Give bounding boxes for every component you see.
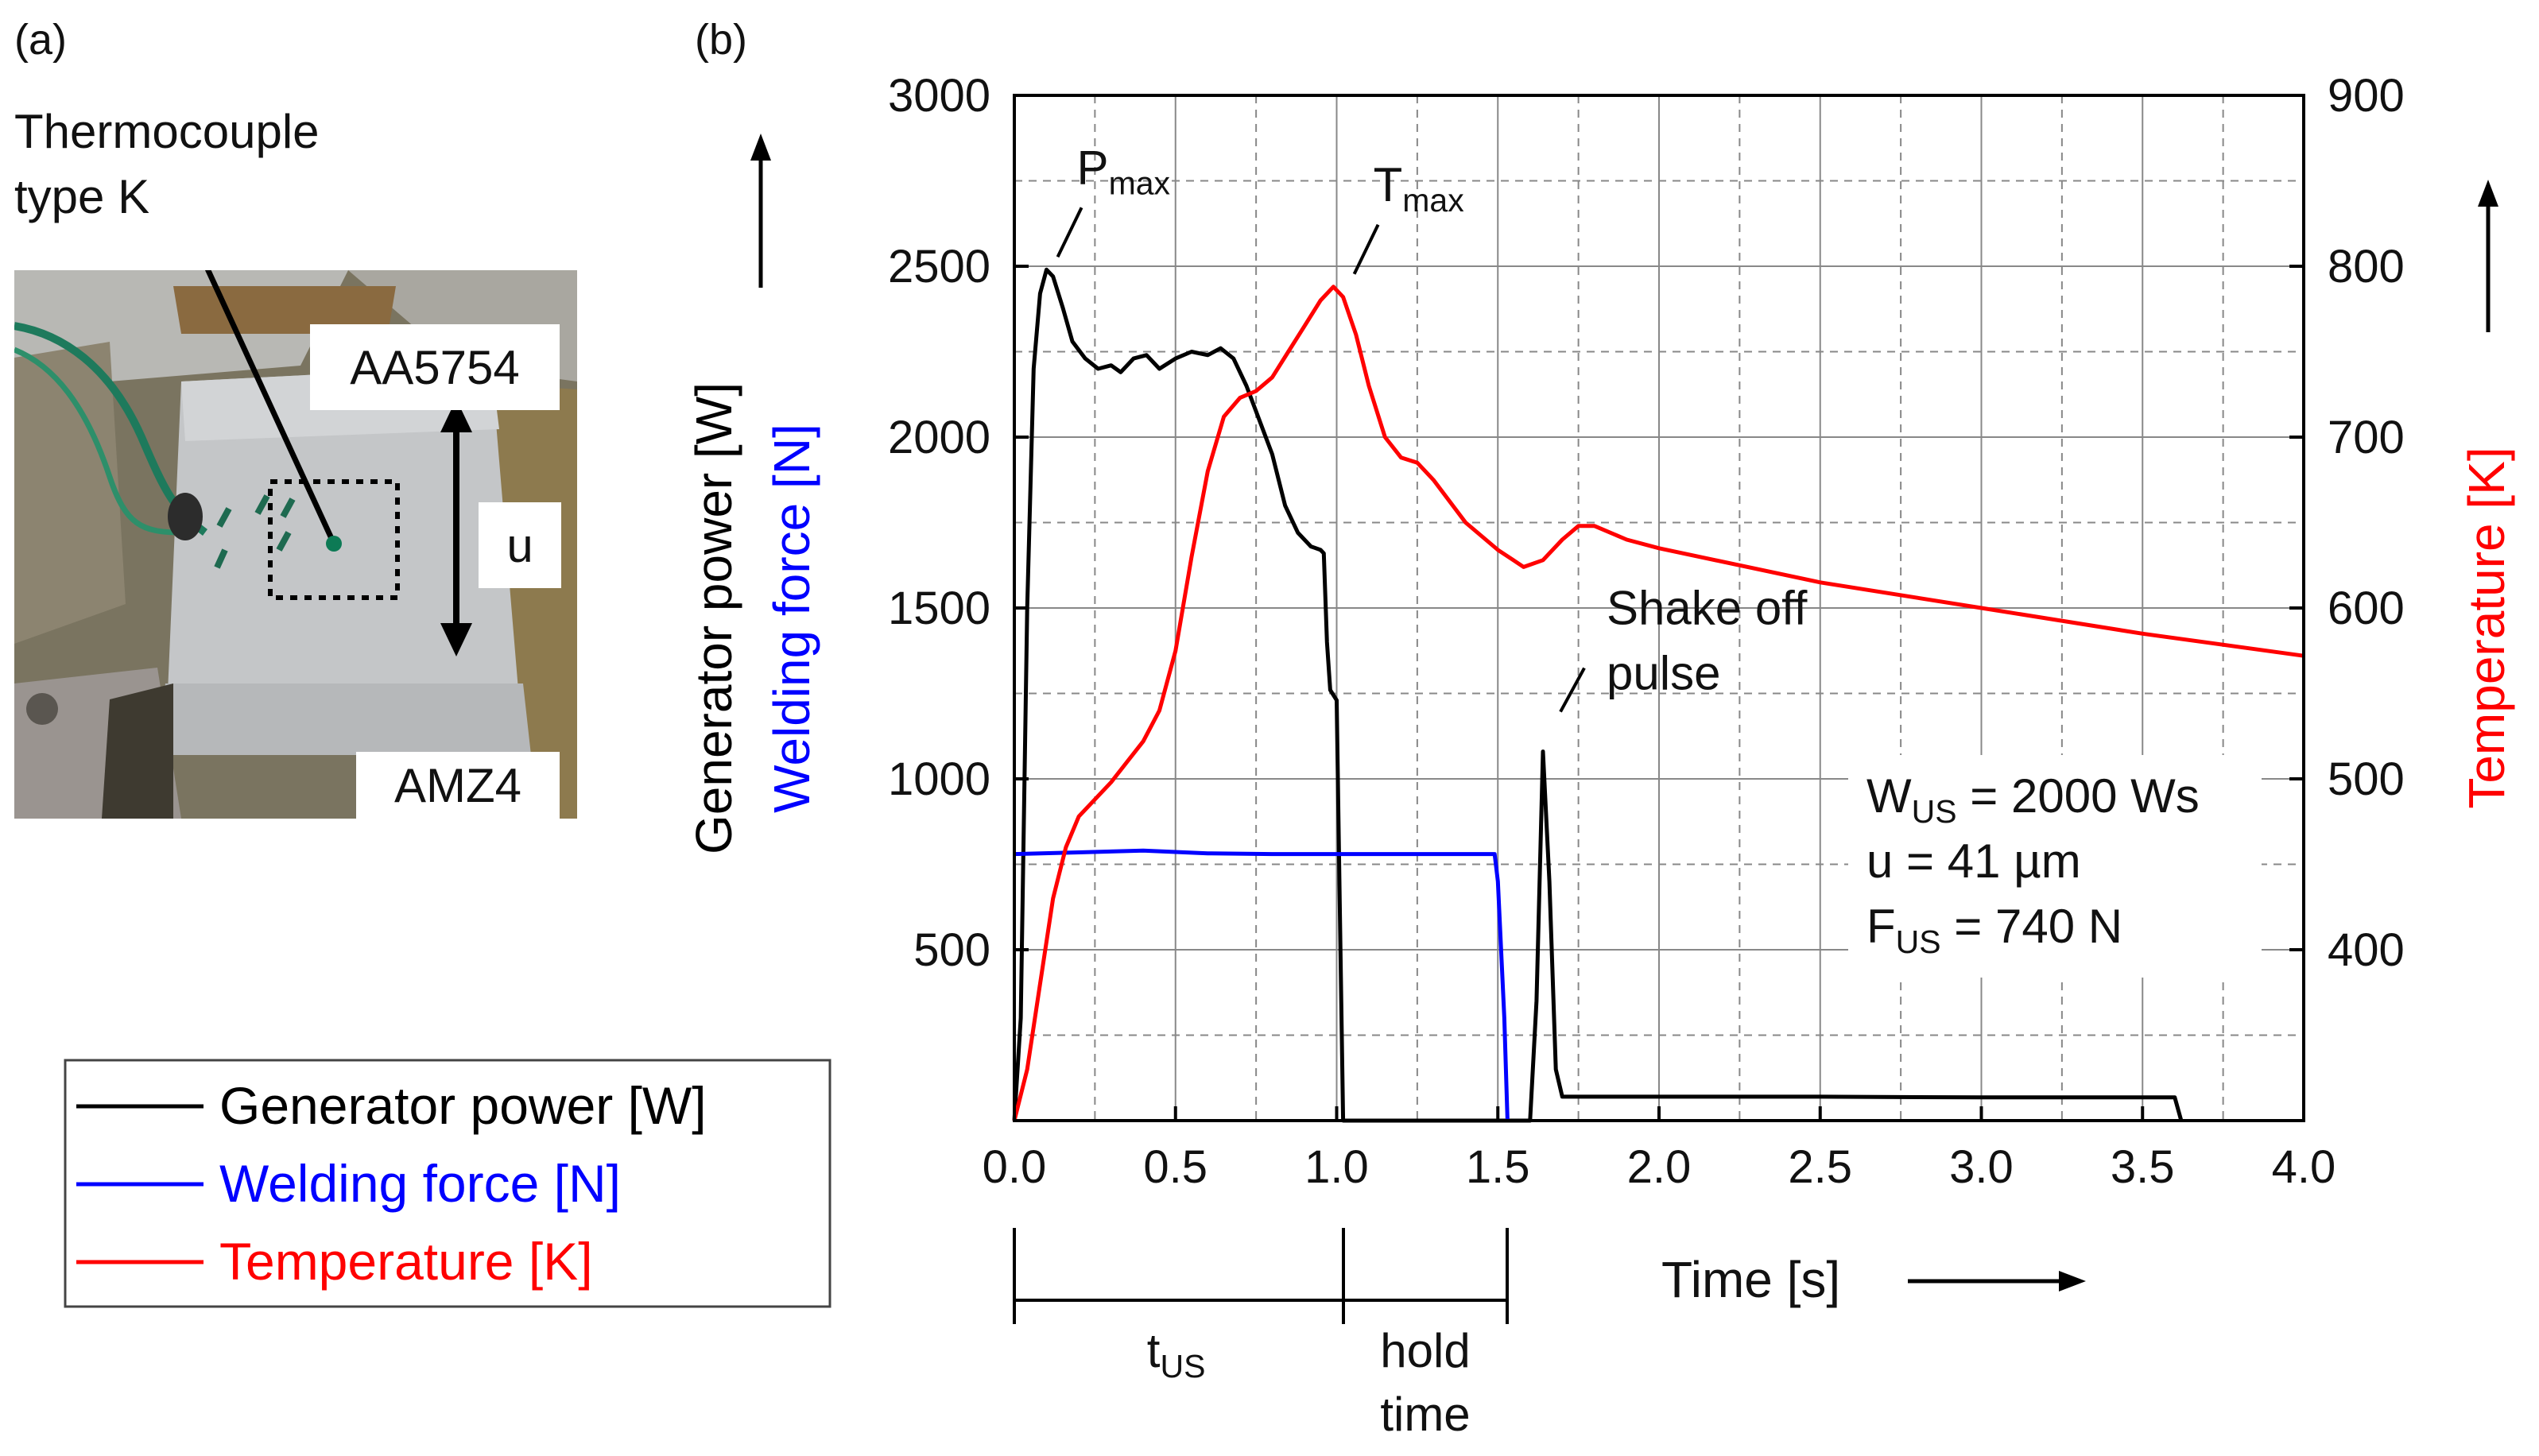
y-left-tick-label: 1500 [888,583,990,634]
x-tick-label: 3.5 [2111,1141,2175,1193]
pmax-leader [1056,207,1083,258]
y-left-tick-label: 1000 [888,753,990,805]
x-axis-title: Time [s] [1661,1251,1840,1308]
panel-a-label: (a) [14,16,67,64]
right-axis-arrow [2478,180,2498,332]
y-right-tick-label: 700 [2328,412,2405,463]
shake-off-label: pulse [1607,647,1720,700]
phase-hold-label: time [1380,1388,1470,1441]
params-box [1848,755,2262,978]
param-line: FUS = 740 N [1866,900,2122,960]
legend-label-temperature: Temperature [K] [219,1232,593,1291]
x-tick-label: 3.0 [1949,1141,2014,1193]
chart-axes: 0.0 0.5 1.0 1.5 2.0 2.5 3.0 3.5 4.0 500 1000 1500 20… [888,70,2405,1193]
y-left-tick-label: 3000 [888,70,990,122]
pmax-label: Pmax [1077,141,1171,201]
phase-brackets: tUS hold time [1013,1228,1509,1441]
x-axis-arrow [1908,1271,2086,1291]
param-line: u = 41 µm [1866,834,2081,888]
y-right-tick-label: 600 [2328,583,2405,634]
y-right-tick-label: 800 [2328,241,2405,292]
legend-label-power: Generator power [W] [219,1076,707,1135]
x-tick-label: 0.0 [983,1141,1047,1193]
y-right-tick-label: 900 [2328,70,2405,122]
series-temperature-line [1012,285,2304,1121]
x-tick-label: 4.0 [2272,1141,2336,1193]
series-force-line [1014,848,1510,1121]
y-right-tick-label: 500 [2328,753,2405,805]
legend-label-force: Welding force [N] [219,1154,621,1213]
label-aa5754: AA5754 [310,324,560,410]
x-tick-label: 1.0 [1304,1141,1369,1193]
param-line: WUS = 2000 Ws [1866,769,2200,830]
tmax-label: Tmax [1374,158,1465,219]
label-amz4: AMZ4 [356,752,560,819]
x-tick-label: 0.5 [1143,1141,1207,1193]
y-right-title: Temperature [K] [2458,447,2515,808]
chart-series [1012,267,2304,1123]
panel-b-label: (b) [695,16,747,64]
y-right-tick-label: 400 [2328,924,2405,976]
x-tick-label: 1.5 [1466,1141,1530,1193]
callout-line-1: Thermocouple [14,105,320,158]
phase-tus-label: tUS [1147,1324,1206,1384]
legend: Generator power [W] Welding force [N] Te… [64,1059,831,1308]
y-left-title-force: Welding force [N] [763,424,820,813]
y-left-tick-label: 2500 [888,241,990,292]
params-text: WUS = 2000 Wsu = 41 µm FUS = 740 N [1866,769,2200,960]
series-power-line [1012,267,2184,1123]
phase-hold-label: hold [1380,1324,1470,1377]
x-tick-label: 2.0 [1627,1141,1692,1193]
shake-off-label: Shake off [1607,582,1808,635]
chart-annotations: Pmax Tmax Shake off pulse [1056,141,1808,713]
y-left-title-power: Generator power [W] [685,382,742,854]
callout-line-2: type K [14,170,149,223]
y-left-tick-label: 2000 [888,412,990,463]
shake-off-leader [1559,667,1586,713]
tmax-leader [1352,223,1380,275]
left-axis-arrow [750,134,771,288]
label-amplitude: u [479,502,561,588]
x-tick-label: 2.5 [1788,1141,1852,1193]
y-left-tick-label: 500 [913,924,990,976]
